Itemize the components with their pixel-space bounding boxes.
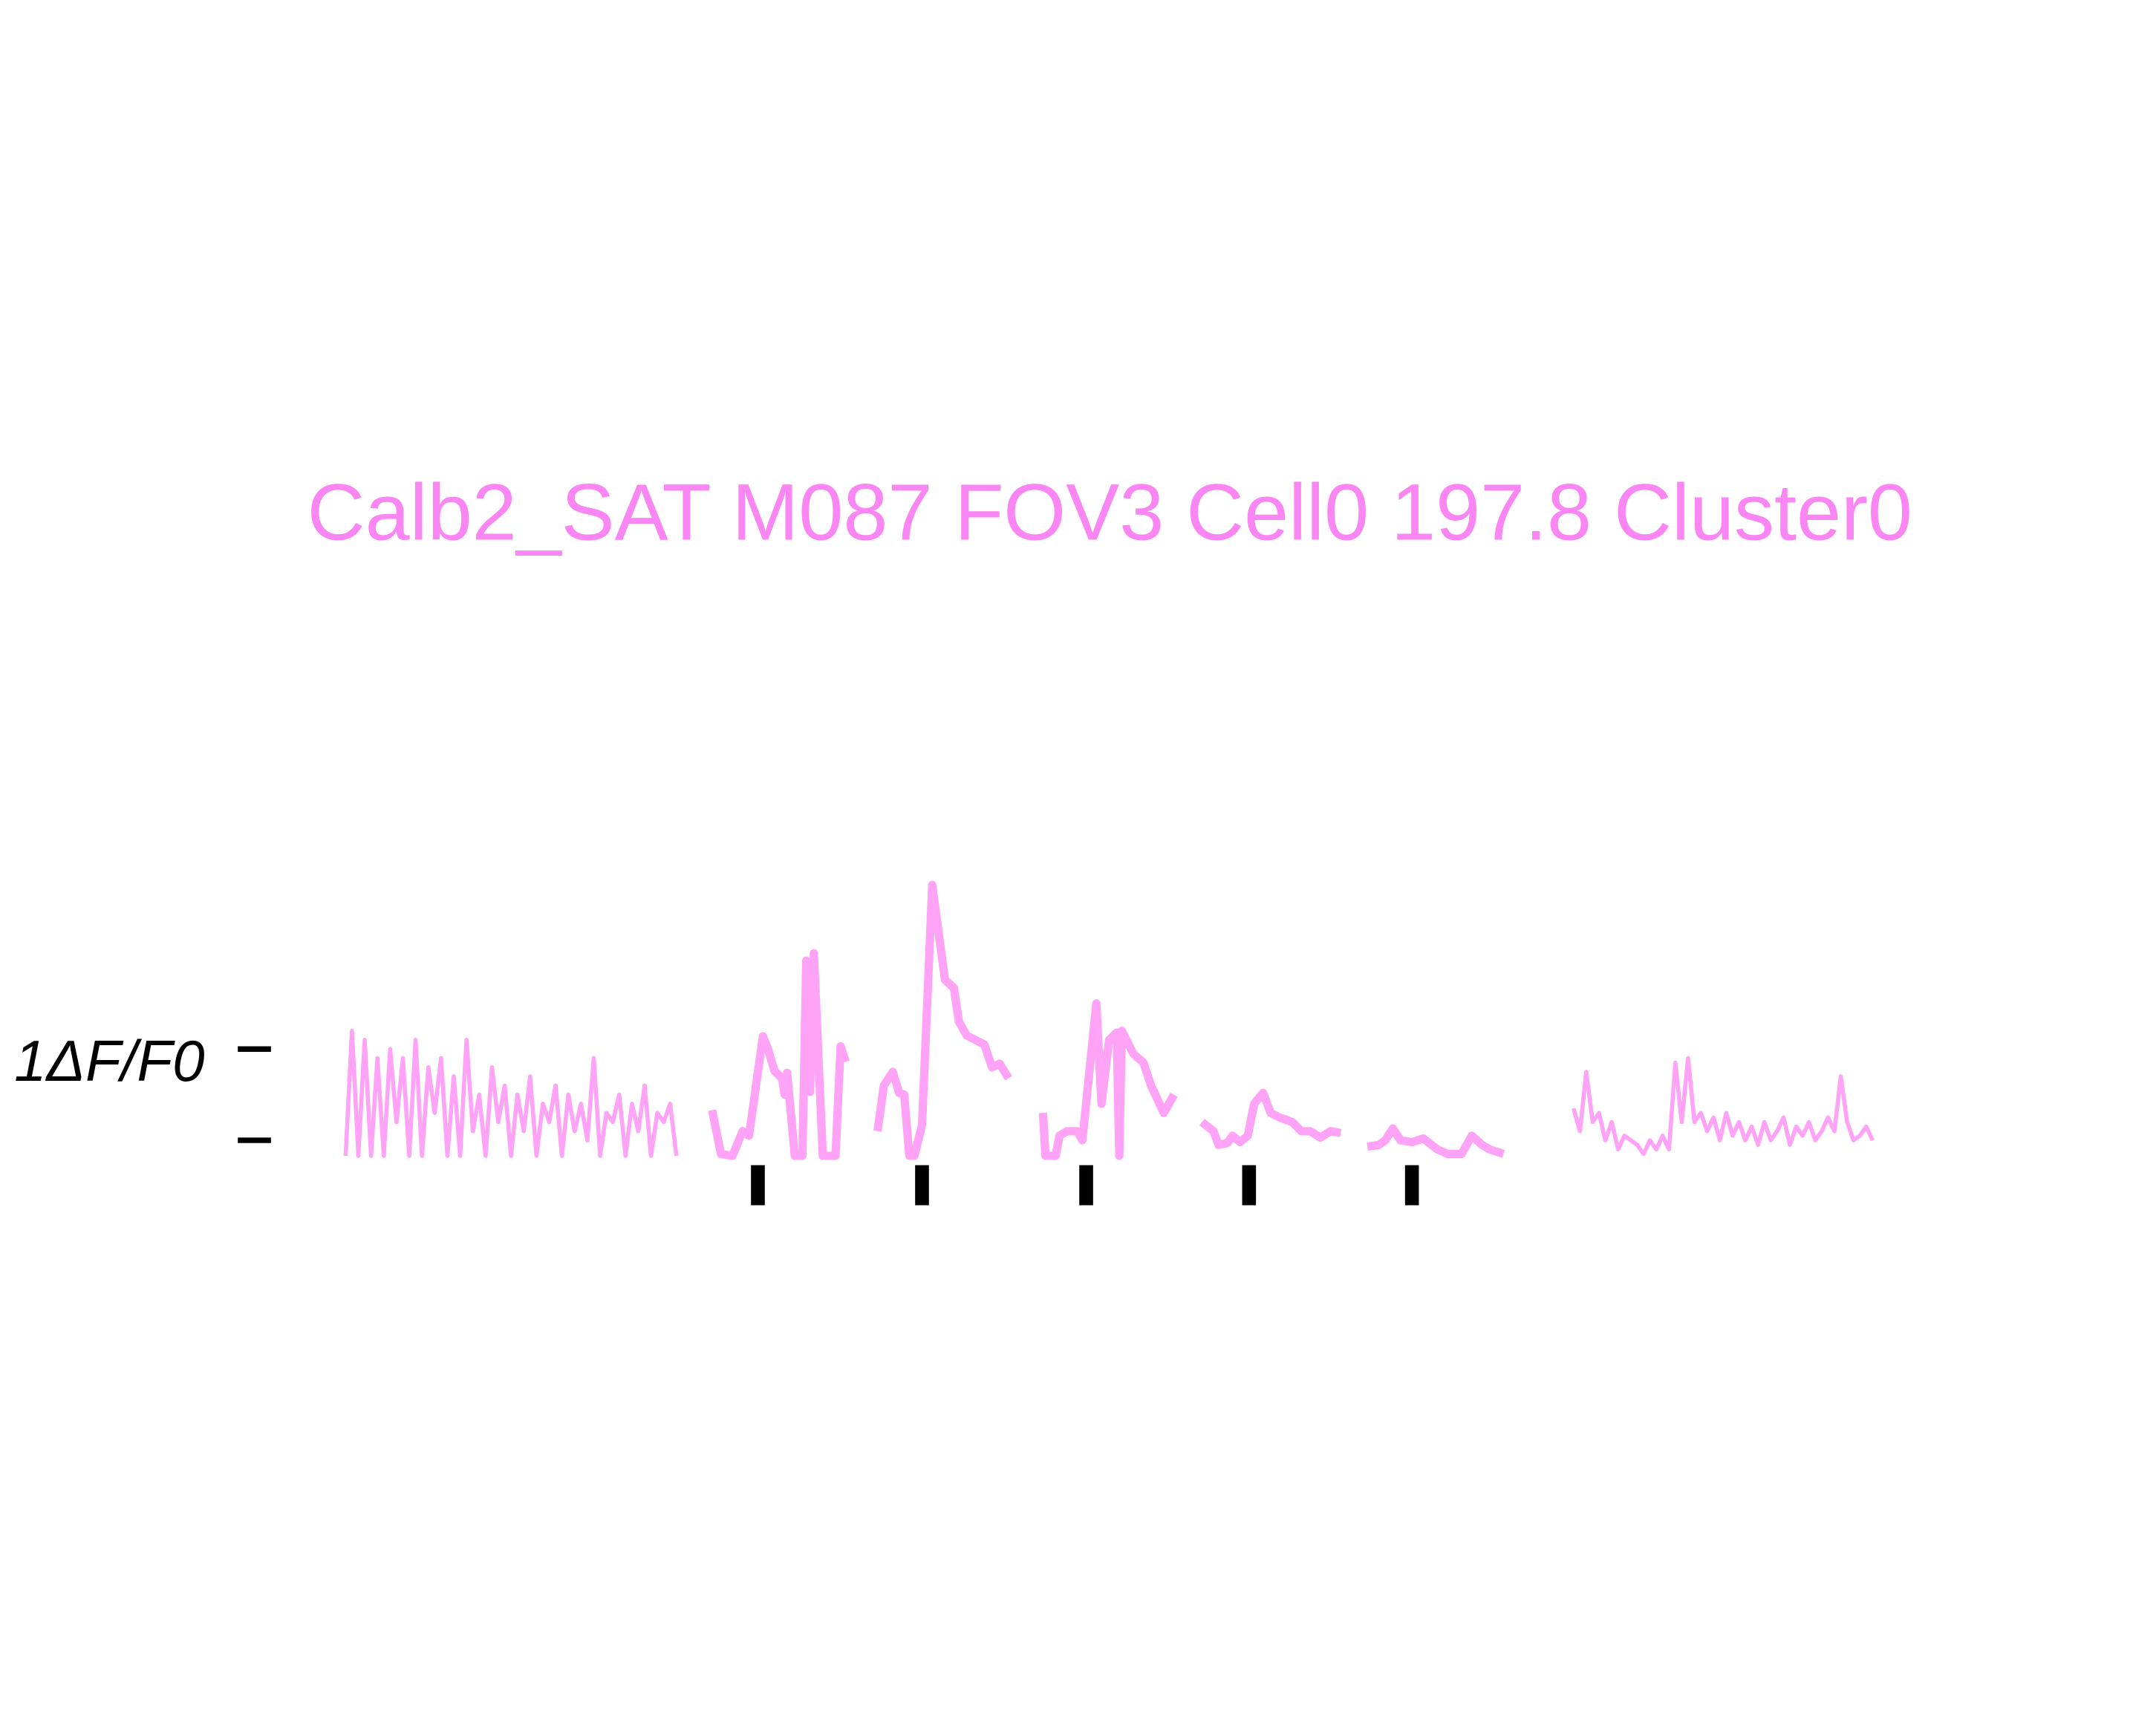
- stimulus-marker: [1242, 1165, 1257, 1206]
- stimulus-marker: [1079, 1165, 1093, 1206]
- stimulus-marker: [915, 1165, 929, 1206]
- trace-line: [708, 880, 1505, 1160]
- y-axis-label: 1ΔF/F0: [14, 1028, 204, 1093]
- chart-title: Calb2_SAT M087 FOV3 Cell0 197.8 Cluster0: [307, 466, 1912, 556]
- stimulus-marker: [751, 1165, 765, 1206]
- stimulus-marker: [1404, 1165, 1419, 1206]
- trace-line: [343, 1028, 1875, 1158]
